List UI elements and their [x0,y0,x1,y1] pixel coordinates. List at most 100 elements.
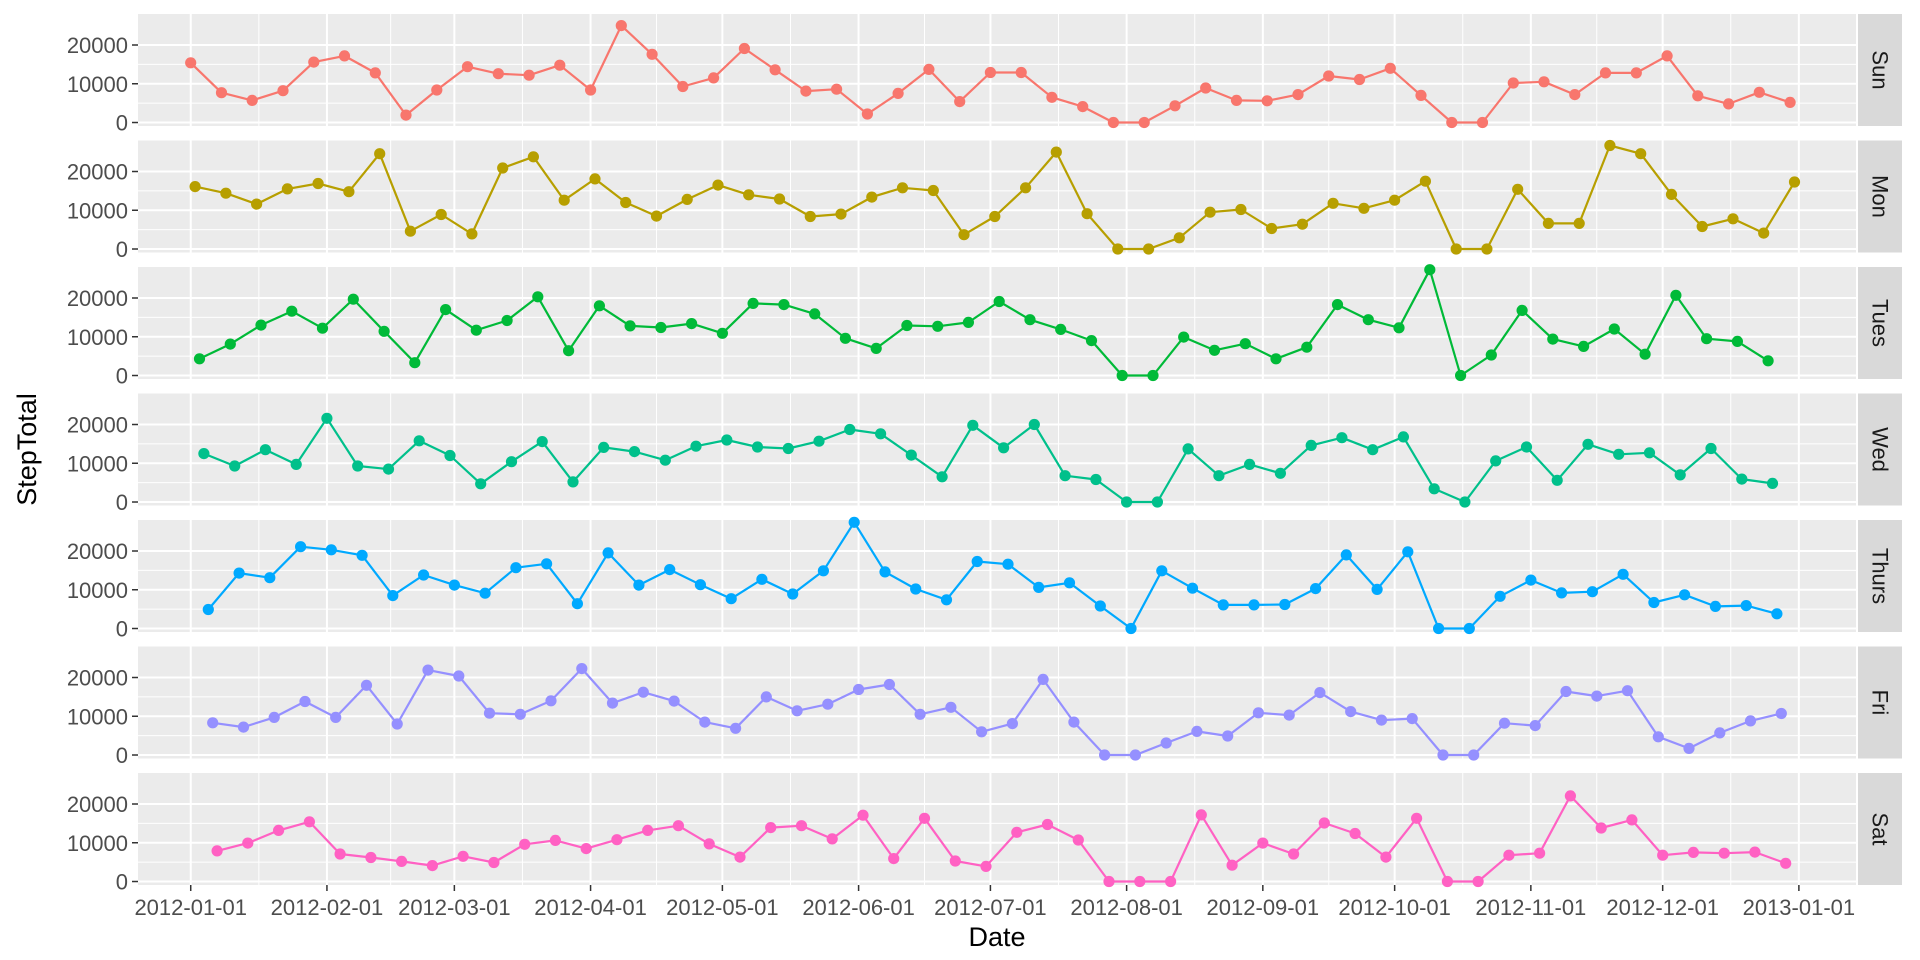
data-point [1186,582,1199,594]
y-axis-title: StepTotal [12,393,42,506]
data-point [962,316,975,328]
data-point [598,441,610,453]
data-point [387,590,399,602]
data-point [817,565,830,577]
panel-wed: 0 10000 20000 Wed [67,393,1902,515]
data-point [365,851,377,864]
y-tick-label: 10000 [67,198,128,223]
x-axis: 2012-01-01 2012-02-01 2012-03-01 2012-04-01… [134,885,1855,920]
data-point [1775,707,1787,720]
data-point [730,722,742,734]
y-tick-label: 10000 [67,451,128,476]
data-point [1665,188,1678,200]
data-point [1213,470,1225,482]
data-point [1094,600,1106,612]
facet-strip-label: Mon [1868,175,1893,218]
y-tick-label: 0 [116,743,128,768]
data-point [1569,89,1581,101]
data-point [1217,599,1229,611]
data-point [378,325,390,337]
data-point [1235,203,1247,216]
y-tick-label: 0 [116,364,128,389]
data-point [193,353,206,365]
data-point [1244,458,1256,470]
data-point [628,446,641,458]
data-point [352,460,364,472]
data-point [475,478,487,490]
data-point [1766,477,1779,489]
data-point [246,94,258,106]
data-point [369,67,381,79]
data-point [259,444,271,456]
data-point [1613,448,1625,460]
data-point [958,229,970,241]
y-tick-label: 10000 [67,704,128,729]
data-point [290,458,302,470]
data-point [1384,62,1396,74]
data-point [1050,146,1062,158]
data-point [1323,70,1335,82]
data-point [479,587,491,599]
data-point [510,562,522,574]
data-point [883,678,896,691]
data-point [1151,496,1163,508]
y-tick-label: 20000 [67,33,128,58]
data-point [1679,589,1691,601]
data-point [1674,469,1686,481]
data-point [1208,344,1221,356]
panel-fri: 0 10000 20000 Fri [67,646,1902,768]
data-point [703,838,715,850]
data-point [1371,583,1383,596]
data-point [453,670,465,682]
data-point [1345,706,1357,718]
data-point [1252,707,1264,719]
y-tick-label: 10000 [67,831,128,856]
data-point [681,193,693,205]
data-point [1362,314,1374,326]
data-point [264,572,276,584]
panel-sat: 0 10000 20000 Sat [67,773,1902,895]
data-point [242,837,254,849]
panel-tues: 0 10000 20000 Tues [67,264,1902,389]
data-point [1305,439,1317,451]
data-point [1257,837,1269,849]
data-point [1310,583,1322,595]
data-point [1687,846,1699,859]
data-point [1582,438,1594,450]
data-point [251,198,263,210]
data-point [431,84,443,96]
data-point [642,824,654,837]
data-point [835,208,847,220]
facet-strip-label: Tues [1868,299,1893,347]
data-point [954,96,966,108]
x-tick-label: 2012-02-01 [271,895,384,920]
data-point [1147,369,1159,382]
data-point [760,691,772,703]
data-point [822,698,834,710]
data-point [664,564,676,576]
y-tick-label: 0 [116,870,128,895]
data-point [497,162,509,174]
data-point [576,663,588,675]
data-point [338,50,351,62]
data-point [1393,322,1405,334]
y-tick-label: 10000 [67,578,128,603]
data-point [316,322,329,334]
series-line [207,521,1778,630]
data-point [800,85,812,97]
data-point [1485,349,1497,361]
data-point [1472,875,1484,888]
y-tick-label: 0 [116,111,128,136]
data-point [712,179,724,191]
data-point [1020,182,1032,194]
data-point [1006,718,1019,730]
data-point [1635,148,1647,160]
series-line [199,268,1769,377]
data-point [321,412,333,424]
data-point [1604,139,1616,152]
data-point [690,440,702,452]
data-point [1652,731,1664,743]
data-point [984,66,997,79]
data-point [826,833,838,845]
